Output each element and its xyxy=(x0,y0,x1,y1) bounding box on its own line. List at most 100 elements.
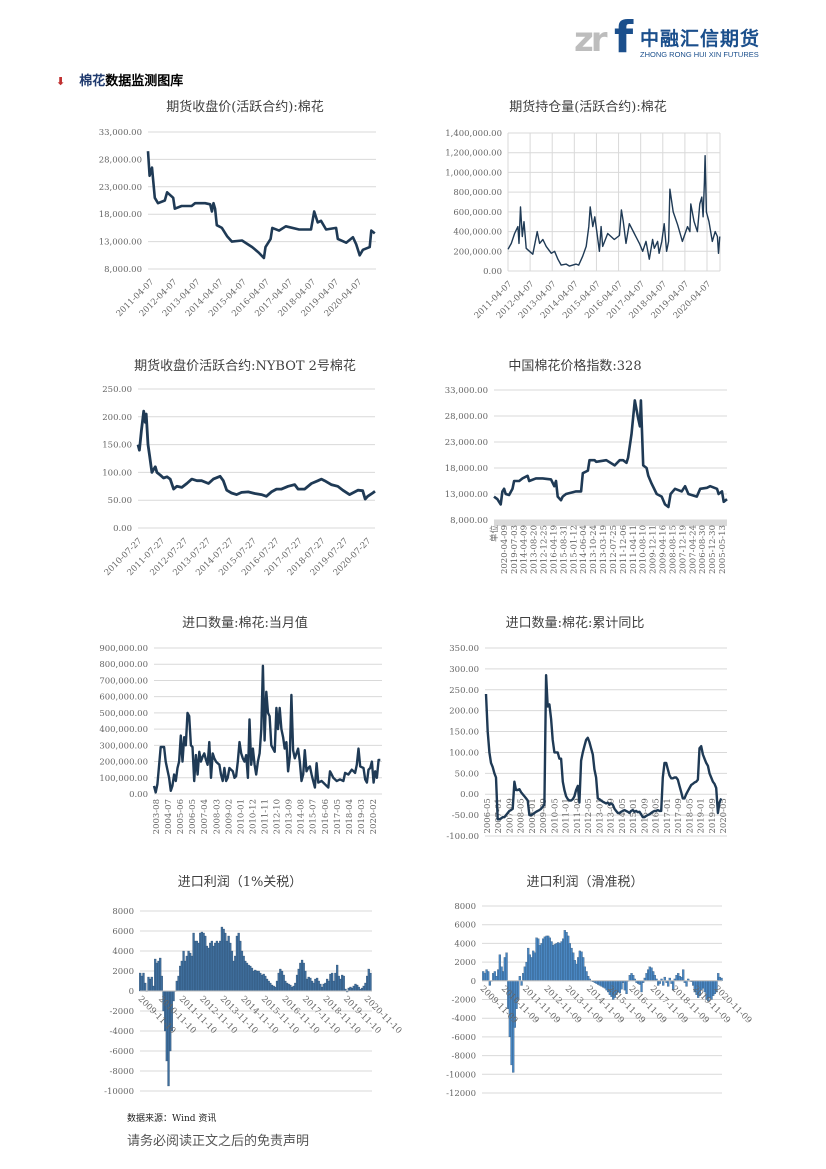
arrow-down-bullet-icon: ⬇ xyxy=(56,75,66,88)
x-tick-label: 2013-08-20 xyxy=(530,525,540,574)
x-tick-label: 2019-03 xyxy=(357,799,367,834)
x-tick-label: 2005-05-13 xyxy=(718,525,728,574)
y-tick-label: -8000 xyxy=(109,1067,134,1077)
chart-title: 进口数量:棉花:累计同比 xyxy=(506,615,645,631)
y-tick-label: 200,000.00 xyxy=(99,758,148,768)
x-tick-label: 2006-05 xyxy=(483,798,493,833)
y-tick-label: 100.00 xyxy=(102,468,132,478)
x-tick-label: 2019-09 xyxy=(708,798,718,833)
y-tick-label: 6000 xyxy=(112,927,134,937)
x-tick-label: 2012-10 xyxy=(273,799,283,834)
chart-title: 期货持仓量(活跃合约):棉花 xyxy=(509,99,667,115)
x-tick-label: 2019-07-03 xyxy=(510,525,520,574)
y-tick-label: -50.00 xyxy=(452,811,479,821)
series-line xyxy=(484,674,723,821)
x-tick-label: 2013-09 xyxy=(607,798,617,833)
x-tick-label: 2008-03 xyxy=(212,799,222,834)
y-tick-label: -4000 xyxy=(109,1027,134,1037)
x-tick-label: 2012-05 xyxy=(584,798,594,833)
section-title: 数据监测图库 xyxy=(105,74,184,89)
y-tick-label: 0.00 xyxy=(483,267,502,277)
x-tick-label: 2014-05 xyxy=(618,798,628,833)
bar xyxy=(369,972,372,992)
bar xyxy=(144,982,147,992)
x-tick-label: 2020-05 xyxy=(719,798,729,833)
y-tick-label: 18,000.00 xyxy=(445,464,488,474)
x-tick-label: 2017-01 xyxy=(663,798,673,833)
y-tick-label: 800,000.00 xyxy=(453,188,502,198)
y-tick-label: -100.00 xyxy=(446,832,479,842)
x-tick-label: 2010-08-10 xyxy=(639,525,649,574)
x-tick-label: 2015-01-12 xyxy=(569,525,579,574)
chart-3: 期货收盘价活跃合约:NYBOT 2号棉花 0.00 50.00 100.00 150.0… xyxy=(102,358,376,578)
x-tick-label: 2018-04 xyxy=(345,799,355,834)
y-tick-label: 350.00 xyxy=(449,644,479,654)
x-tick-label: 2016-04-19 xyxy=(549,525,559,574)
disclaimer-link-text: 请务必阅读正文之后的免责声明 xyxy=(127,1134,310,1149)
y-tick-label: 250.00 xyxy=(449,686,479,696)
x-tick-label: 2008-05 xyxy=(517,798,527,833)
x-tick-label: 2020-04-09 xyxy=(500,525,510,574)
x-tick-label: 2012-12-25 xyxy=(540,525,550,574)
chart-7: 进口利润（1%关税） -10000 -8000 -6000 -4000 -2000 0 200… xyxy=(104,875,403,1097)
x-tick-label: 2015-01 xyxy=(629,798,639,833)
x-tick-label: 2013-01 xyxy=(595,798,605,833)
x-tick-label: 2010-12 xyxy=(248,799,258,834)
x-tick-label: 2008-08-15 xyxy=(668,525,678,574)
y-tick-label: 23,000.00 xyxy=(445,438,488,448)
x-tick-label: 2011-09 xyxy=(573,798,583,833)
bar xyxy=(518,976,521,981)
y-tick-label: 2000 xyxy=(454,958,476,968)
x-tick-label: 2006-05 xyxy=(188,799,198,834)
y-tick-label: 200,000.00 xyxy=(453,247,502,257)
x-tick-label: 2014-04-09 xyxy=(520,525,530,574)
y-tick-label: 8000 xyxy=(112,907,134,917)
x-tick-label: 2009-02 xyxy=(224,799,234,834)
x-tick-label: 2014-08 xyxy=(297,799,307,834)
y-tick-label: -2000 xyxy=(109,1007,134,1017)
y-tick-label: 4000 xyxy=(454,939,476,949)
y-tick-label: 50.00 xyxy=(108,496,132,506)
y-tick-label: 100.00 xyxy=(449,748,479,758)
company-name-cn: 中融汇信期货 xyxy=(640,28,761,50)
series-line xyxy=(507,154,721,267)
y-tick-label: 28,000.00 xyxy=(99,155,142,165)
y-tick-label: 1,400,000.00 xyxy=(445,129,502,139)
x-tick-label: 2011-11 xyxy=(261,799,271,834)
y-tick-label: -2000 xyxy=(451,996,476,1006)
y-tick-label: -10000 xyxy=(104,1087,134,1097)
chart-1: 期货收盘价(活跃合约):棉花 8,000.00 13,000.00 18,000.00… xyxy=(99,99,376,319)
y-tick-label: 0.00 xyxy=(129,790,148,800)
chart-title: 进口利润（1%关税） xyxy=(178,875,303,890)
y-tick-label: -6000 xyxy=(451,1033,476,1043)
y-tick-label: 23,000.00 xyxy=(99,183,142,193)
chart-5: 进口数量:棉花:当月值 0.00 100,000.00 200,000.00 300,0… xyxy=(99,615,382,834)
y-tick-label: 600,000.00 xyxy=(453,208,502,218)
x-tick-label: 2018-05 xyxy=(685,798,695,833)
x-tick-label: 2017-05 xyxy=(333,799,343,834)
x-tick-label: 2011-04-11 xyxy=(629,525,639,574)
y-tick-label: 500,000.00 xyxy=(99,709,148,719)
y-tick-label: 700,000.00 xyxy=(99,676,148,686)
y-tick-label: 13,000.00 xyxy=(445,490,488,500)
y-tick-label: -6000 xyxy=(109,1047,134,1057)
x-tick-label: 2014-06-04 xyxy=(579,525,589,574)
y-tick-label: 50.00 xyxy=(455,769,479,779)
bar xyxy=(160,975,163,992)
x-tick-label: 2009-09 xyxy=(539,798,549,833)
y-tick-label: 200.00 xyxy=(102,413,132,423)
y-tick-label: 4000 xyxy=(112,947,134,957)
y-tick-label: -10000 xyxy=(446,1070,476,1080)
x-tick-label: 2019-01 xyxy=(697,798,707,833)
x-tick-label: 2011-01 xyxy=(562,798,572,833)
y-tick-label: 13,000.00 xyxy=(99,238,142,248)
y-tick-label: 0.00 xyxy=(460,790,479,800)
x-tick-label: 2009-12-11 xyxy=(649,525,659,574)
x-tick-label: 2012-07-25 xyxy=(609,525,619,574)
y-tick-label: 0 xyxy=(129,987,134,997)
y-tick-label: 300.00 xyxy=(449,665,479,675)
series-line xyxy=(493,399,728,509)
series-line xyxy=(146,151,376,260)
x-tick-label: 2003-08 xyxy=(152,799,162,834)
